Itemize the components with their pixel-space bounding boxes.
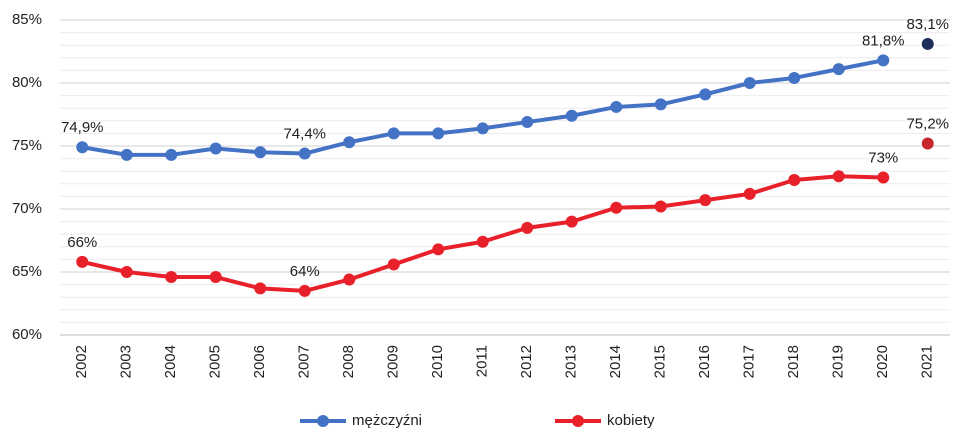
data-point — [699, 194, 712, 207]
data-point — [565, 215, 578, 228]
data-label: 66% — [67, 234, 97, 251]
y-tick-label: 65% — [12, 263, 42, 280]
data-point — [521, 221, 534, 234]
x-tick-label: 2004 — [162, 345, 179, 378]
data-label: 81,8% — [862, 32, 905, 49]
data-label: 73% — [868, 149, 898, 166]
data-point — [788, 71, 801, 84]
legend-marker — [572, 415, 584, 427]
x-tick-label: 2020 — [874, 345, 891, 378]
y-tick-label: 85% — [12, 11, 42, 28]
data-label: 83,1% — [906, 16, 949, 33]
x-tick-label: 2012 — [518, 345, 535, 378]
x-tick-label: 2013 — [563, 345, 580, 378]
data-point — [788, 174, 801, 187]
data-point — [565, 109, 578, 122]
data-point — [610, 201, 623, 214]
y-tick-label: 75% — [12, 137, 42, 154]
data-point — [120, 148, 133, 161]
x-tick-label: 2016 — [696, 345, 713, 378]
x-tick-label: 2018 — [785, 345, 802, 378]
x-tick-label: 2011 — [474, 345, 491, 377]
data-point — [921, 37, 934, 50]
x-tick-label: 2008 — [340, 345, 357, 378]
data-point — [476, 235, 489, 248]
x-tick-label: 2019 — [830, 345, 847, 378]
x-tick-label: 2009 — [385, 345, 402, 378]
data-point — [432, 127, 445, 140]
data-point — [921, 137, 934, 150]
x-tick-label: 2003 — [118, 345, 135, 378]
y-tick-label: 70% — [12, 200, 42, 217]
y-tick-label: 80% — [12, 74, 42, 91]
data-point — [120, 266, 133, 278]
data-point — [254, 146, 267, 159]
data-point — [209, 271, 222, 284]
x-tick-label: 2014 — [607, 345, 624, 378]
data-point — [343, 136, 356, 149]
data-point — [165, 148, 178, 161]
data-point — [521, 116, 534, 129]
data-point — [743, 77, 756, 89]
data-point — [76, 141, 89, 154]
data-point — [743, 187, 756, 200]
data-point — [432, 243, 445, 256]
x-tick-label: 2007 — [296, 345, 313, 378]
y-tick-label: 60% — [12, 326, 42, 343]
legend-label: kobiety — [607, 412, 655, 429]
data-label: 74,4% — [283, 126, 326, 143]
data-point — [165, 271, 178, 284]
series-line — [81, 174, 884, 293]
series-line — [81, 58, 884, 157]
x-tick-label: 2010 — [429, 345, 446, 378]
data-point — [387, 127, 400, 140]
data-point — [343, 273, 356, 286]
data-point — [298, 284, 311, 297]
data-point — [654, 98, 667, 111]
data-point — [832, 63, 845, 76]
legend-label: mężczyźni — [352, 412, 422, 429]
x-tick-label: 2002 — [73, 345, 90, 378]
data-point — [387, 258, 400, 271]
data-point — [832, 170, 845, 183]
data-point — [298, 147, 311, 160]
data-point — [877, 171, 890, 184]
data-point — [699, 88, 712, 101]
data-label: 74,9% — [61, 119, 104, 136]
x-tick-label: 2015 — [652, 345, 669, 378]
legend-marker — [317, 415, 329, 427]
data-point — [610, 100, 623, 113]
data-point — [209, 142, 222, 155]
data-point — [476, 122, 489, 135]
data-label: 64% — [290, 263, 320, 280]
data-label: 75,2% — [906, 115, 949, 132]
data-point — [877, 54, 890, 67]
x-tick-label: 2021 — [919, 345, 936, 378]
data-point — [76, 255, 89, 268]
data-point — [654, 200, 667, 213]
x-tick-label: 2006 — [251, 345, 268, 378]
data-point — [254, 282, 267, 295]
x-tick-label: 2017 — [741, 345, 758, 378]
x-tick-label: 2005 — [207, 345, 224, 378]
